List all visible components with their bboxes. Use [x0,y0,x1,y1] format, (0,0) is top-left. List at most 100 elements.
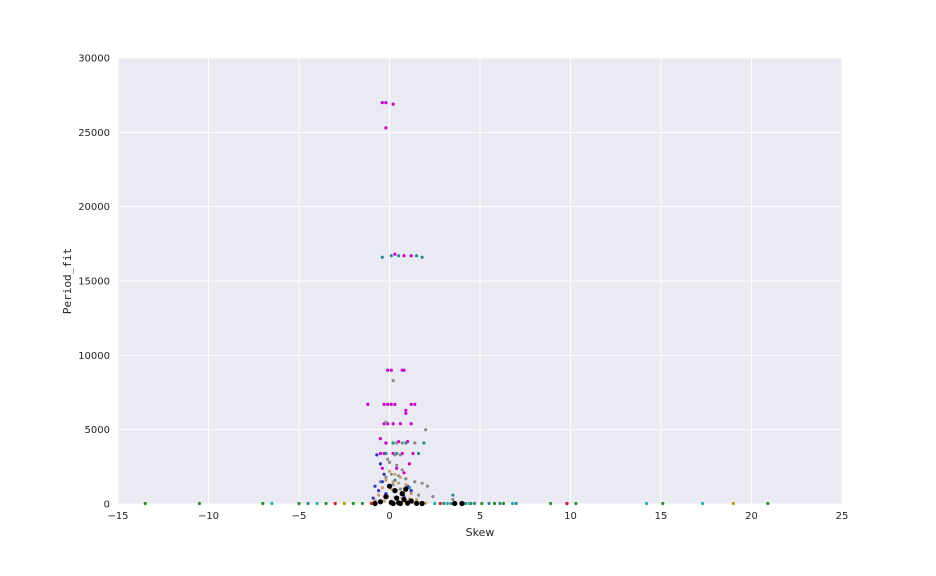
data-point [661,501,665,506]
data-point [487,501,491,506]
data-point [498,501,502,506]
data-point [383,494,389,500]
data-point [413,441,417,445]
data-point [387,469,392,473]
data-point [501,501,506,506]
x-tick-label: 15 [655,511,668,522]
data-points [143,101,770,507]
data-point [377,499,383,505]
data-point [449,501,453,506]
data-point [373,484,377,488]
data-point [404,408,408,412]
x-tick-label: 0 [386,511,392,522]
data-point [445,501,449,506]
data-point [480,501,484,506]
data-point [402,471,406,475]
data-point [766,501,770,506]
data-point [387,460,392,464]
data-point [404,411,408,415]
y-tick-label: 5000 [85,425,110,436]
data-point [382,402,386,406]
data-point [394,495,400,501]
data-point [389,402,393,406]
data-point [644,501,649,506]
y-axis-label: Period_fit [61,248,74,314]
data-point [397,481,401,485]
data-point [366,402,370,406]
data-point [403,486,409,492]
x-tick-label: 25 [836,511,849,522]
data-point [492,501,497,506]
data-point [402,368,406,372]
y-tick-label: 10000 [78,351,110,362]
data-point [384,451,388,456]
data-point [414,500,420,506]
x-tick-label: −5 [292,511,307,522]
data-point [400,441,404,445]
x-axis-label: Skew [466,526,495,539]
data-point [404,441,408,445]
data-point [398,487,402,491]
data-point [297,501,301,506]
y-tick-label: 20000 [78,202,110,213]
data-point [393,252,397,256]
data-point [402,254,406,258]
data-point [400,468,404,472]
data-point [409,489,413,493]
data-point [459,500,465,507]
data-point [384,101,388,105]
data-point [399,491,405,497]
data-point [380,255,384,259]
data-point [409,422,413,426]
data-point [420,255,424,259]
data-point [315,501,319,506]
data-point [433,501,437,506]
data-point [324,501,328,506]
data-point [413,402,417,406]
data-point [372,500,378,507]
data-point [392,488,398,494]
data-point [473,501,477,506]
y-tick-labels: 0 5000 10000 15000 20000 25000 30000 [78,54,110,511]
data-point [404,477,408,481]
data-point [419,500,425,507]
data-point [452,500,458,507]
data-point [397,500,403,507]
data-point [382,472,386,476]
data-point [333,501,337,506]
data-point [411,451,415,456]
data-point [409,492,413,496]
data-point [380,486,384,490]
data-point [393,453,397,457]
data-point [384,441,388,445]
data-point [380,466,384,470]
x-tick-label: 10 [564,511,577,522]
data-point [386,483,393,489]
data-point [197,501,201,506]
data-point [391,422,395,426]
data-point [351,501,355,506]
data-point [360,501,364,506]
data-point [701,501,705,506]
data-point [306,501,310,506]
data-point [422,441,426,445]
data-point [342,501,346,506]
data-point [395,466,399,470]
y-tick-label: 15000 [78,277,110,288]
data-point [386,457,390,461]
data-point [369,501,373,506]
x-tick-label: 5 [477,511,483,522]
data-point [415,254,419,258]
data-point [425,484,430,488]
data-point [442,501,446,506]
data-point [384,478,388,482]
data-point [401,496,407,503]
data-point [384,420,388,424]
data-point [395,463,399,467]
x-tick-label: −15 [107,511,128,522]
data-point [261,501,265,506]
data-point [451,493,455,497]
data-point [389,368,393,372]
data-point [438,501,442,506]
data-point [398,475,402,479]
